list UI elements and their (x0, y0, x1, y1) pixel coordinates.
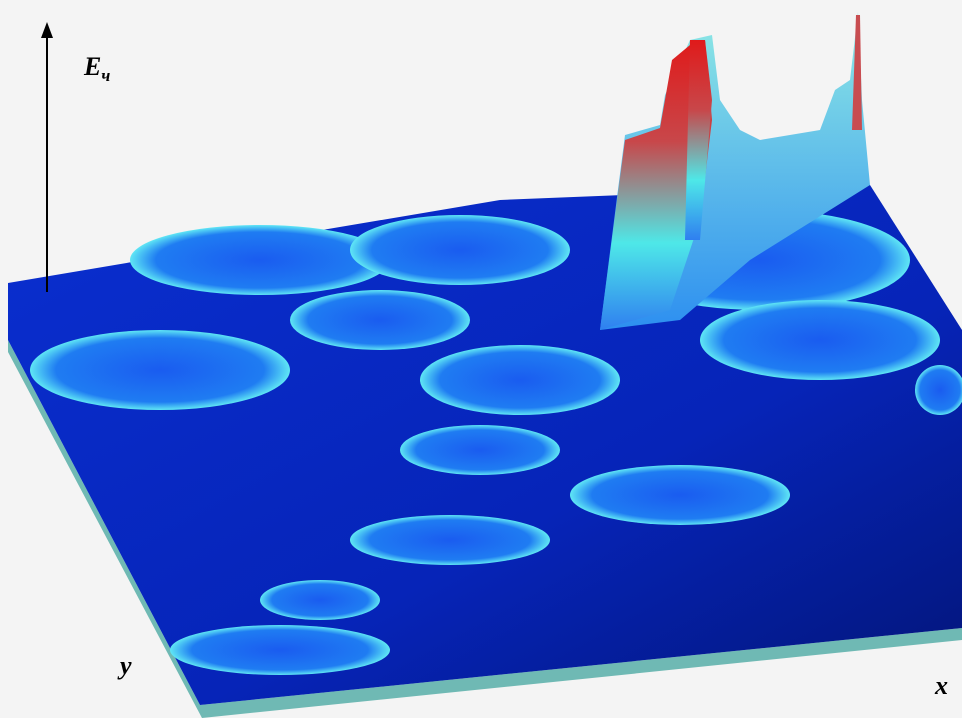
x-label: x (934, 671, 948, 700)
y-label: y (117, 651, 132, 680)
energy-subscript: ч (101, 66, 110, 85)
terrain-peaks (600, 12, 870, 330)
energy-label: Eч (83, 52, 110, 85)
energy-axis-arrow (41, 22, 53, 38)
energy-symbol: E (83, 52, 101, 81)
